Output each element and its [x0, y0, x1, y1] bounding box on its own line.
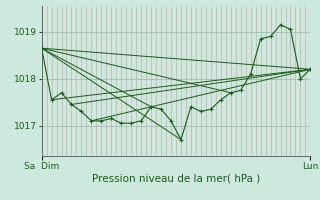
X-axis label: Pression niveau de la mer( hPa ): Pression niveau de la mer( hPa ) [92, 173, 260, 183]
